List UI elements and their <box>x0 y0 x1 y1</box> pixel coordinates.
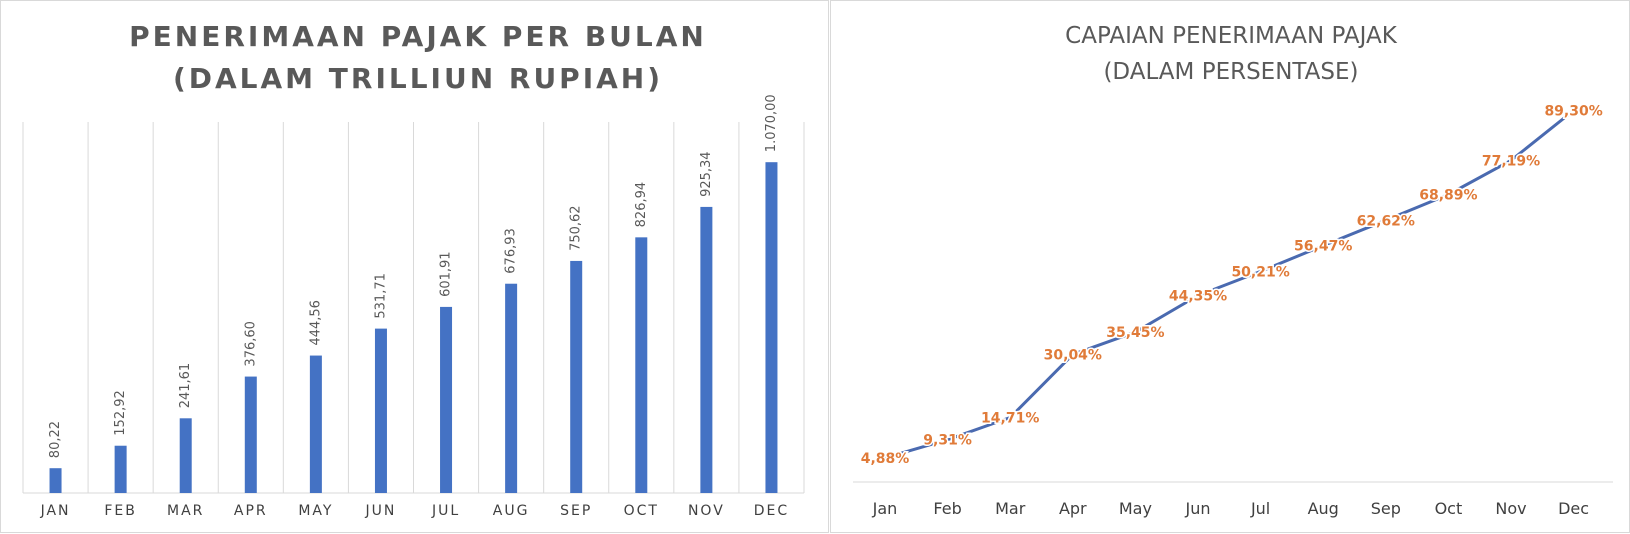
line-chart-x-tick-label: Oct <box>1435 499 1463 518</box>
bar-data-label: 676,93 <box>504 228 519 274</box>
bar-chart-x-tick-label: NOV <box>688 503 725 519</box>
tax-achievement-line-chart-panel: CAPAIAN PENERIMAAN PAJAK (DALAM PERSENTA… <box>830 0 1630 533</box>
bar-nov <box>700 206 713 493</box>
bar-chart-x-tick-label: JUL <box>431 503 460 519</box>
bar-apr <box>244 376 257 493</box>
tax-revenue-bar-chart: PENERIMAAN PAJAK PER BULAN (DALAM TRILLI… <box>22 20 805 519</box>
bar-data-label: 531,71 <box>373 273 388 319</box>
line-chart-x-tick-label: Nov <box>1495 499 1526 518</box>
line-data-label: 4,88% <box>861 451 910 467</box>
bar-chart-title-line-2: (DALAM TRILLIUN RUPIAH) <box>173 62 663 95</box>
line-chart-x-axis-ticks: Jan Feb Mar Apr May Jun Jul Aug Sep Oct Nov Dec <box>872 499 1589 518</box>
bar-chart-x-tick-label: JUN <box>365 503 397 519</box>
line-data-label: 56,47% <box>1294 239 1352 255</box>
line-chart-x-tick-label: Dec <box>1558 499 1589 518</box>
bar-dec <box>765 162 778 494</box>
bar-jan <box>49 468 62 493</box>
line-chart-x-tick-label: Feb <box>933 499 961 518</box>
line-chart-x-tick-label: Jan <box>872 499 898 518</box>
line-chart-x-tick-label: Apr <box>1059 499 1087 518</box>
line-chart-x-tick-label: Mar <box>995 499 1026 518</box>
line-chart-x-tick-label: May <box>1119 499 1152 518</box>
line-data-label: 89,30% <box>1544 104 1602 120</box>
tax-achievement-line-chart: CAPAIAN PENERIMAAN PAJAK (DALAM PERSENTA… <box>853 23 1613 518</box>
line-data-label: 9,31% <box>923 433 972 449</box>
bar-chart-x-tick-label: MAR <box>167 503 204 519</box>
tax-revenue-bar-chart-panel: PENERIMAAN PAJAK PER BULAN (DALAM TRILLI… <box>0 0 829 533</box>
bar-data-label: 750,62 <box>569 205 584 251</box>
bar-jun <box>374 328 387 493</box>
bar-chart-x-tick-label: APR <box>234 503 268 519</box>
line-chart-x-tick-label: Aug <box>1308 499 1339 518</box>
bar-chart-title-line-1: PENERIMAAN PAJAK PER BULAN <box>129 20 707 53</box>
bar-data-label: 152,92 <box>113 390 128 436</box>
bar-mar <box>179 418 192 493</box>
bar-may <box>309 355 322 493</box>
bar-feb <box>114 445 127 493</box>
bar-aug <box>505 283 518 493</box>
bar-chart-x-tick-label: DEC <box>754 503 789 519</box>
line-chart-series <box>883 109 1576 460</box>
bar-chart-x-tick-label: OCT <box>624 503 659 519</box>
bar-chart-data-labels: 80,22 152,92 241,61 376,60 444,56 531,71 601,9… <box>48 94 779 458</box>
bar-sep <box>570 260 583 493</box>
bar-chart-gridlines <box>22 122 805 494</box>
line-chart-x-tick-label: Sep <box>1371 499 1401 518</box>
line-data-label: 35,45% <box>1106 325 1164 341</box>
bar-chart-x-axis-ticks: JAN FEB MAR APR MAY JUN JUL AUG SEP OCT NOV DEC <box>40 503 789 519</box>
bar-chart-x-tick-label: MAY <box>298 503 333 519</box>
line-data-label: 50,21% <box>1231 264 1289 280</box>
line-data-label: 44,35% <box>1169 289 1227 305</box>
bar-data-label: 80,22 <box>48 421 63 458</box>
line-data-label: 14,71% <box>981 410 1039 426</box>
bar-chart-x-tick-label: FEB <box>104 503 137 519</box>
line-chart-title-line-1: CAPAIAN PENERIMAAN PAJAK <box>1065 23 1398 49</box>
line-data-label: 68,89% <box>1419 188 1477 204</box>
bar-data-label: 925,34 <box>699 151 714 197</box>
bar-chart-bars <box>49 162 778 494</box>
bar-data-label: 444,56 <box>308 300 323 346</box>
bar-chart-x-tick-label: AUG <box>493 503 530 519</box>
bar-data-label: 376,60 <box>243 321 258 367</box>
bar-jul <box>440 306 453 493</box>
bar-chart-x-tick-label: JAN <box>40 503 71 519</box>
bar-data-label: 826,94 <box>634 182 649 228</box>
bar-data-label: 601,91 <box>439 251 454 297</box>
bar-data-label: 1.070,00 <box>764 94 779 152</box>
line-data-label: 62,62% <box>1357 213 1415 229</box>
bar-chart-x-tick-label: SEP <box>560 503 592 519</box>
bar-data-label: 241,61 <box>178 363 193 409</box>
line-chart-x-tick-label: Jun <box>1185 499 1211 518</box>
line-chart-x-tick-label: Jul <box>1250 499 1270 518</box>
line-data-label: 77,19% <box>1482 153 1540 169</box>
line-data-label: 30,04% <box>1044 347 1102 363</box>
line-chart-data-labels: 4,88% 9,31% 14,71% 30,04%35,45% 44,35%50,21%… <box>859 102 1604 468</box>
line-chart-title-line-2: (DALAM PERSENTASE) <box>1103 59 1358 85</box>
line-series-path <box>883 109 1576 460</box>
bar-oct <box>635 237 648 493</box>
